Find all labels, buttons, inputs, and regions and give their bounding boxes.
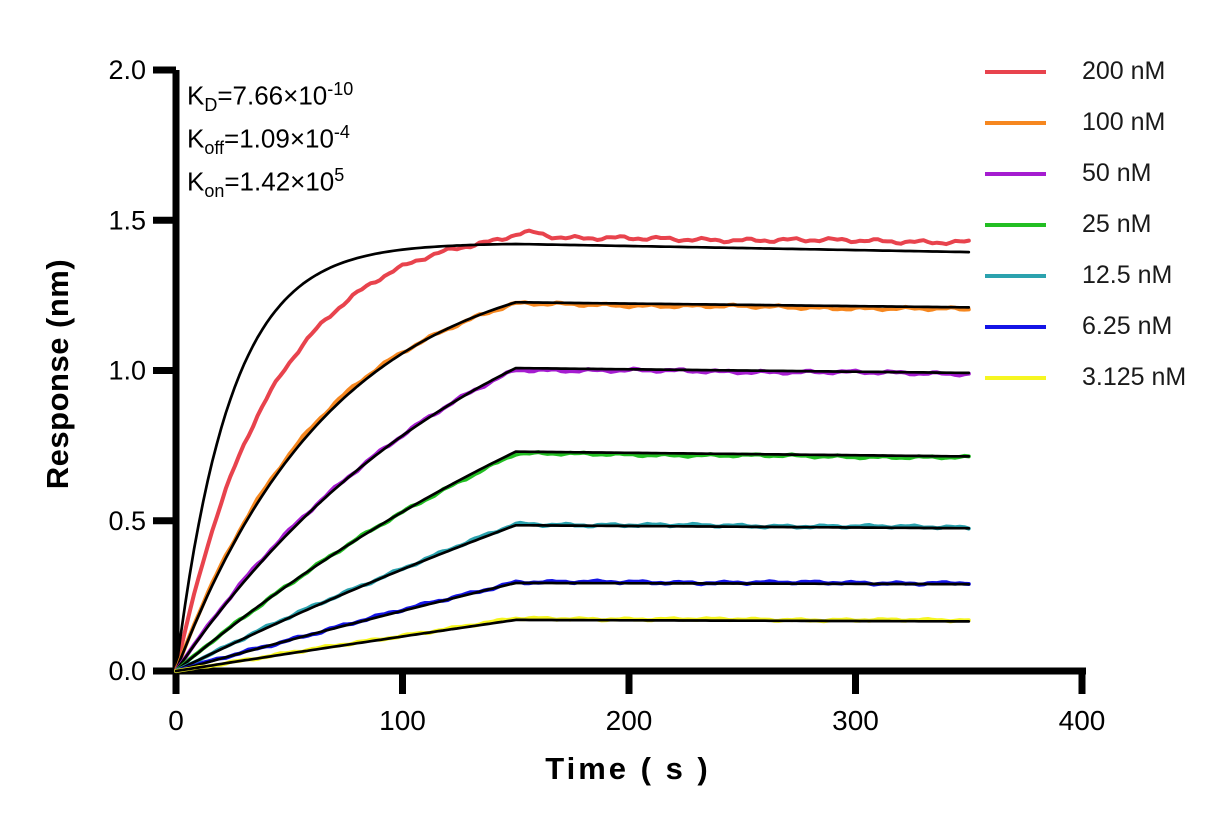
fit-trace-3.125nM <box>174 618 971 673</box>
legend-item: 200 nM <box>985 46 1186 97</box>
constant-subscript: D <box>204 94 218 115</box>
data-trace-50nM <box>174 366 971 673</box>
legend-label: 25 nM <box>1082 210 1152 238</box>
legend-item: 25 nM <box>985 199 1186 250</box>
kinetic-constant-line: Kon=1.42×105 <box>187 154 353 201</box>
data-trace-6.25nM <box>174 578 971 673</box>
constant-subscript: off <box>204 137 225 158</box>
legend-label: 6.25 nM <box>1082 312 1173 340</box>
kinetic-constants-block: KD=7.66×10-10 Koff=1.09×10-4 Kon=1.42×105 <box>187 68 354 201</box>
legend-item: 6.25 nM <box>985 301 1186 352</box>
constant-exponent: 5 <box>334 165 345 185</box>
constant-exponent: -10 <box>327 79 354 99</box>
constant-subscript: on <box>204 180 225 201</box>
y-tick-label: 1.0 <box>108 356 146 386</box>
legend: 200 nM 100 nM 50 nM 25 nM 12.5 nM 6.25 nM 3.12… <box>985 46 1186 403</box>
legend-line-swatch <box>985 273 1046 278</box>
fit-trace-6.25nM <box>174 581 971 673</box>
y-tick-label: 1.5 <box>108 205 146 235</box>
data-trace-3.125nM <box>174 615 971 673</box>
x-axis-title: Time ( s ) <box>545 751 711 786</box>
y-tick-label: 0.0 <box>108 656 146 686</box>
legend-label: 50 nM <box>1082 159 1152 187</box>
y-axis-title: Response (nm) <box>40 258 75 490</box>
legend-line-swatch <box>985 69 1046 74</box>
data-trace-200nM <box>174 228 971 673</box>
data-trace-12.5nM <box>174 520 971 673</box>
legend-item: 100 nM <box>985 97 1186 148</box>
x-tick-label: 300 <box>832 705 879 736</box>
legend-line-swatch <box>985 171 1046 176</box>
constant-value: =7.66×10 <box>217 80 328 111</box>
legend-label: 200 nM <box>1082 57 1166 85</box>
x-tick-label: 0 <box>168 705 184 736</box>
y-tick-label: 2.0 <box>108 55 146 85</box>
legend-item: 3.125 nM <box>985 352 1186 403</box>
x-tick-label: 400 <box>1059 705 1106 736</box>
x-tick-label: 200 <box>606 705 653 736</box>
fit-trace-100nM <box>174 300 971 673</box>
fit-trace-200nM <box>174 242 971 673</box>
legend-label: 12.5 nM <box>1082 261 1173 289</box>
constant-symbol: K <box>187 80 205 111</box>
fit-trace-25nM <box>174 450 971 673</box>
kinetic-constant-line: Koff=1.09×10-4 <box>187 111 353 158</box>
legend-label: 3.125 nM <box>1082 363 1187 391</box>
legend-line-swatch <box>985 375 1046 380</box>
legend-line-swatch <box>985 120 1046 125</box>
constant-value: =1.42×10 <box>224 166 335 197</box>
legend-item: 12.5 nM <box>985 250 1186 301</box>
legend-line-swatch <box>985 222 1046 227</box>
constant-exponent: -4 <box>333 122 350 142</box>
fit-trace-50nM <box>174 366 971 673</box>
constant-value: =1.09×10 <box>224 123 334 154</box>
legend-label: 100 nM <box>1082 108 1166 136</box>
kinetic-constant-line: KD=7.66×10-10 <box>187 68 354 115</box>
fit-trace-12.5nM <box>174 523 971 673</box>
legend-line-swatch <box>985 324 1046 329</box>
y-tick-label: 0.5 <box>108 506 146 536</box>
x-tick-label: 100 <box>379 705 426 736</box>
legend-item: 50 nM <box>985 148 1186 199</box>
constant-symbol: K <box>187 166 205 197</box>
constant-symbol: K <box>187 123 205 154</box>
